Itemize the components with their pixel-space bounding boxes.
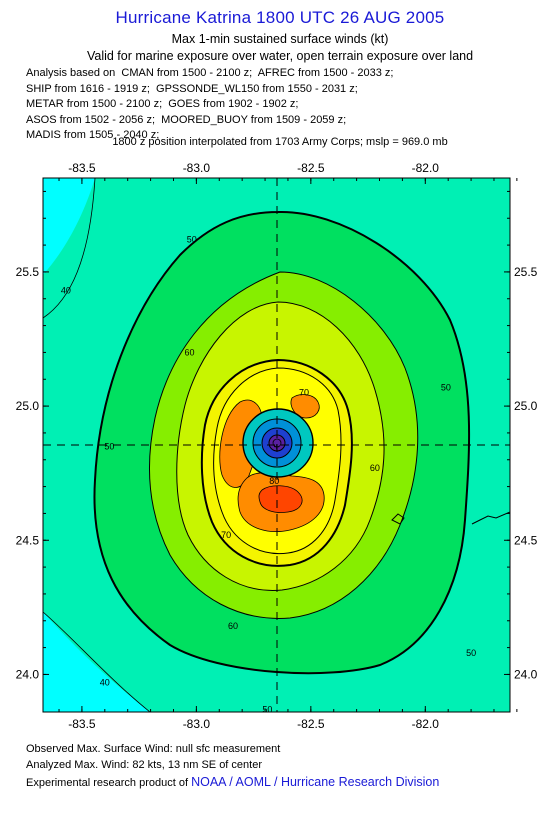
x-tick-label-bottom: -83.0 xyxy=(183,717,211,731)
contour-40-sw xyxy=(43,611,151,712)
y-tick-label-right: 24.0 xyxy=(514,667,538,681)
region-75kt-northeast xyxy=(290,394,320,419)
contour-label: 50 xyxy=(441,382,451,392)
analysis-line-5: MADIS from 1505 - 2040 z; xyxy=(26,129,160,141)
analysis-line-1: Analysis based on CMAN from 1500 - 2100 … xyxy=(26,67,394,79)
storm-center-marker: + xyxy=(274,442,280,453)
x-tick-label-bottom: -83.5 xyxy=(68,717,96,731)
x-tick-label-bottom: -82.5 xyxy=(297,717,325,731)
x-tick-label-bottom: -82.0 xyxy=(412,717,440,731)
analysis-line-4: ASOS from 1502 - 2056 z; MOORED_BUOY fro… xyxy=(26,113,347,126)
chart-subtitle-winds: Max 1-min sustained surface winds (kt) xyxy=(171,32,389,46)
contour-label: 70 xyxy=(221,530,231,540)
x-tick-label-top: -82.0 xyxy=(412,161,440,175)
product-credit: Experimental research product of NOAA / … xyxy=(26,775,439,791)
contour-label: 40 xyxy=(100,677,110,687)
x-tick-label-top: -82.5 xyxy=(297,161,325,175)
product-prefix: Experimental research product of xyxy=(26,777,189,789)
position-note: 1800 z position interpolated from 1703 A… xyxy=(112,136,448,148)
analysis-line-3: METAR from 1500 - 2100 z; GOES from 1902… xyxy=(26,98,299,110)
contour-label: 50 xyxy=(104,441,114,451)
contour-label: 50 xyxy=(187,235,197,245)
island-1 xyxy=(391,513,405,525)
y-tick-label-right: 24.5 xyxy=(514,533,538,547)
contour-label: 50 xyxy=(262,704,272,714)
y-tick-label-left: 24.5 xyxy=(16,533,40,547)
chart-title: Hurricane Katrina 1800 UTC 26 AUG 2005 xyxy=(115,8,445,27)
observed-max-wind: Observed Max. Surface Wind: null sfc mea… xyxy=(26,743,281,755)
chart-subtitle-exposure: Valid for marine exposure over water, op… xyxy=(86,49,474,63)
contour-label: 70 xyxy=(299,388,309,398)
contour-40-nw xyxy=(43,178,96,319)
contour-label: 60 xyxy=(228,621,238,631)
y-tick-label-left: 25.0 xyxy=(16,399,40,413)
region-80kt xyxy=(258,485,303,513)
plot-frame xyxy=(42,177,511,713)
noaa-aoml-hrd-link[interactable]: NOAA / AOML / Hurricane Research Divisio… xyxy=(191,775,440,789)
y-tick-label-right: 25.5 xyxy=(514,265,538,279)
y-tick-label-left: 24.0 xyxy=(16,667,40,681)
x-tick-label-top: -83.0 xyxy=(183,161,211,175)
contour-label: 40 xyxy=(61,286,71,296)
y-tick-label-left: 25.5 xyxy=(16,265,40,279)
y-tick-label-right: 25.0 xyxy=(514,399,538,413)
contour-label: 60 xyxy=(185,347,195,357)
island-2 xyxy=(471,511,510,525)
contour-label: 50 xyxy=(466,648,476,658)
contour-label: 80 xyxy=(269,476,279,486)
analysis-line-2: SHIP from 1616 - 1919 z; GPSSONDE_WL150 … xyxy=(26,82,358,95)
x-tick-label-top: -83.5 xyxy=(68,161,96,175)
analyzed-max-wind: Analyzed Max. Wind: 82 kts, 13 nm SE of … xyxy=(26,759,262,771)
contour-label: 60 xyxy=(370,463,380,473)
